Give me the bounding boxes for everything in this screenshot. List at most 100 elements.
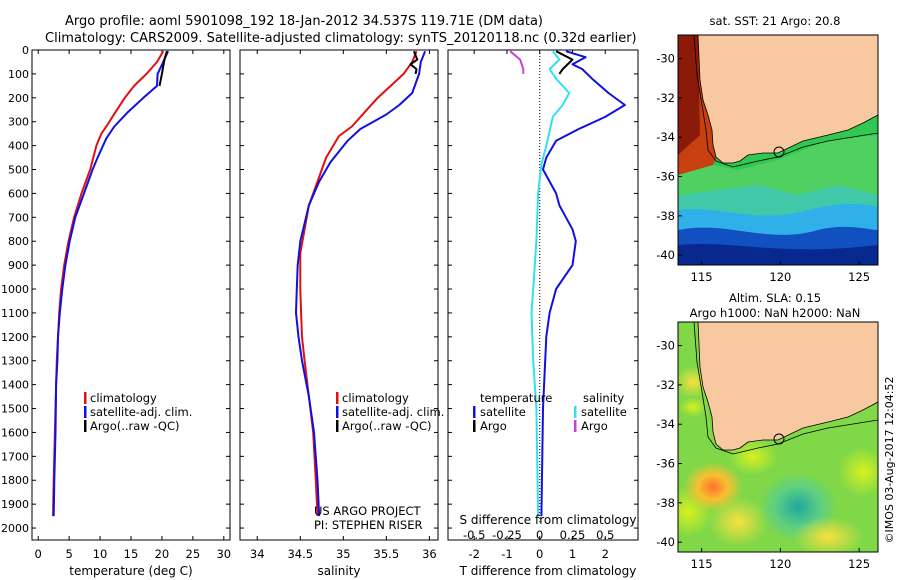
x-tick-label: 0 <box>35 547 42 561</box>
y-tick-label: 400 <box>8 140 29 153</box>
salinity-legend: climatology satellite-adj. clim. Argo(..… <box>336 391 444 433</box>
y-tick-label: 700 <box>8 211 29 224</box>
y-tick-label: 1900 <box>1 498 29 511</box>
y-tick-label: 1400 <box>1 379 29 392</box>
legend-swatch-argo <box>84 420 87 432</box>
legend-label-t-argo: Argo <box>480 419 507 433</box>
x-tick-label: 0 <box>536 547 543 561</box>
sla-map-axes: 115 120 125 -30 -32 -34 -36 -38 -40 <box>656 339 870 571</box>
y-tick-label: 1600 <box>1 426 29 439</box>
legend-swatch-s-argo <box>574 420 577 432</box>
map-y-tick-label: -38 <box>656 209 675 223</box>
temperature-plot-area: 0100200300400500600700800900100011001200… <box>1 44 231 561</box>
map-y-tick-label: -36 <box>656 457 675 471</box>
map-y-tick-label: -34 <box>656 130 675 144</box>
series-line-argo-raw-qc- <box>409 50 419 75</box>
series-line-temperature-satellite <box>540 50 626 517</box>
difference-plot-area: -2 -1 0 1 2 -0.5 -0.25 0 0.25 0.5 <box>448 49 638 561</box>
map-y-tick-label: -38 <box>656 496 675 510</box>
y-tick-label: 1800 <box>1 474 29 487</box>
temperature-xlabel: temperature (deg C) <box>69 564 192 578</box>
series-line-climatology <box>299 50 418 517</box>
sst-map-title: sat. SST: 21 Argo: 20.8 <box>710 14 841 28</box>
x-tick-label: 10 <box>93 547 108 561</box>
sst-map-axes: 115 120 125 -30 -32 -34 -36 -38 -40 <box>656 52 870 284</box>
legend-label-climatology: climatology <box>90 391 157 405</box>
y-tick-label: 800 <box>8 235 29 248</box>
land-mass <box>697 35 878 164</box>
legend-label-argo: Argo(..raw -QC) <box>90 419 180 433</box>
salinity-xlabel: salinity <box>317 564 360 578</box>
temperature-legend: climatology satellite-adj. clim. Argo(..… <box>84 391 192 433</box>
x-tick-label: 15 <box>124 547 139 561</box>
map-y-tick-label: -34 <box>656 417 675 431</box>
x-tick-top-label: 0.5 <box>596 528 614 542</box>
y-tick-label: 900 <box>8 259 29 272</box>
isobath-line <box>693 35 878 168</box>
map-y-tick-label: -40 <box>656 535 675 549</box>
legend-swatch-s-satellite <box>574 406 577 418</box>
sst-map-frame <box>677 34 879 266</box>
legend-heading-salinity: salinity <box>583 391 624 405</box>
map-y-tick-label: -30 <box>656 339 675 353</box>
x-tick-label: 30 <box>216 547 231 561</box>
sla-map-title-line2: Argo h1000: NaN h2000: NaN <box>690 306 861 320</box>
series-line-climatology <box>52 50 165 517</box>
series-line-temperature-argo <box>555 50 574 75</box>
difference-xlabel: T difference from climatology <box>459 564 637 578</box>
temperature-panel: 0100200300400500600700800900100011001200… <box>1 44 231 578</box>
y-tick-label: 300 <box>8 116 29 129</box>
map-y-tick-label: -36 <box>656 170 675 184</box>
figure-title-line2: Climatology: CARS2009. Satellite-adjuste… <box>45 31 637 46</box>
y-tick-label: 100 <box>8 68 29 81</box>
y-tick-label: 1100 <box>1 307 29 320</box>
legend-swatch-t-satellite <box>473 406 476 418</box>
legend-label-climatology: climatology <box>342 391 409 405</box>
argo-float-marker <box>773 146 785 158</box>
x-tick-top-label: -0.25 <box>492 528 522 542</box>
y-tick-label: 600 <box>8 187 29 200</box>
argo-float-marker <box>773 433 785 445</box>
timestamp-credit: ©IMOS 03-Aug-2017 12:04:52 <box>883 377 896 544</box>
legend-heading-temperature: temperature <box>480 391 552 405</box>
legend-label-s-satellite: satellite <box>581 405 627 419</box>
legend-swatch-satellite-clim <box>84 406 87 418</box>
legend-swatch-argo <box>336 420 339 432</box>
x-tick-label: 34.5 <box>287 547 313 561</box>
legend-label-t-satellite: satellite <box>480 405 526 419</box>
sst-map-panel: sat. SST: 21 Argo: 20.8 115 120 125 -30 -32 -… <box>656 14 879 284</box>
x-tick-top-label: 0 <box>536 528 543 542</box>
y-tick-label: 200 <box>8 92 29 105</box>
sla-map-panel: Altim. SLA: 0.15 Argo h1000: NaN h2000: … <box>656 291 879 571</box>
y-tick-label: 500 <box>8 164 29 177</box>
map-x-tick-label: 120 <box>769 270 791 284</box>
legend-label-satellite-clim: satellite-adj. clim. <box>342 405 444 419</box>
sla-map-title-line1: Altim. SLA: 0.15 <box>729 291 821 305</box>
legend-swatch-t-argo <box>473 420 476 432</box>
legend-swatch-climatology <box>84 392 87 404</box>
x-tick-label: 36 <box>422 547 437 561</box>
figure-title-line1: Argo profile: aoml 5901098_192 18-Jan-20… <box>65 14 543 29</box>
x-tick-top-label: -0.5 <box>463 528 485 542</box>
x-tick-label: -2 <box>468 547 479 561</box>
y-tick-label: 0 <box>22 44 29 57</box>
x-tick-label: 20 <box>155 547 170 561</box>
project-credit: US ARGO PROJECT <box>314 504 422 518</box>
x-tick-label: 35 <box>336 547 351 561</box>
series-line-satellite-adj-clim- <box>52 50 170 517</box>
x-tick-label: 5 <box>65 547 72 561</box>
map-x-tick-label: 120 <box>769 557 791 571</box>
salinity-plot-area: 34 34.5 35 35.5 36 <box>240 49 438 561</box>
salinity-panel: 34 34.5 35 35.5 36 salinity climatology sate… <box>239 49 444 578</box>
x-tick-label: 34 <box>250 547 265 561</box>
map-y-tick-label: -30 <box>656 52 675 66</box>
map-x-tick-label: 115 <box>691 270 713 284</box>
series-line-argo-raw-qc- <box>158 50 168 87</box>
y-tick-label: 1500 <box>1 403 29 416</box>
y-tick-label: 1200 <box>1 331 29 344</box>
map-x-tick-label: 125 <box>848 270 870 284</box>
legend-label-argo: Argo(..raw -QC) <box>342 419 432 433</box>
y-tick-label: 1300 <box>1 355 29 368</box>
legend-label-s-argo: Argo <box>581 419 608 433</box>
